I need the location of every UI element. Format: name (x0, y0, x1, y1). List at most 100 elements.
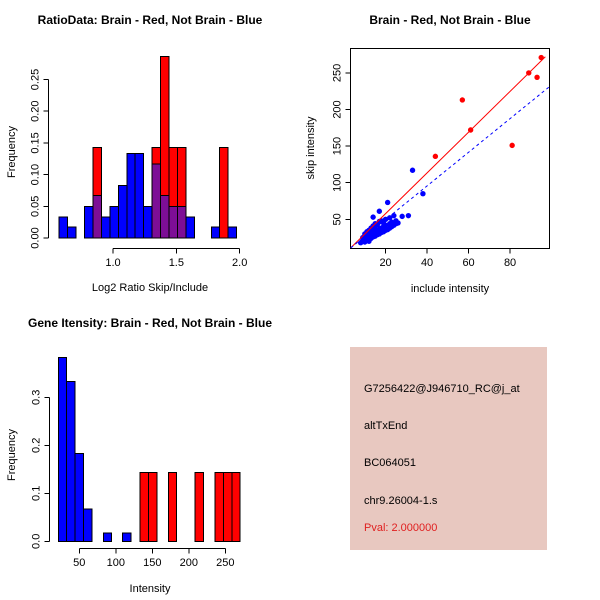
histogram-bar-brain (92, 146, 102, 197)
data-point-not-brain (370, 214, 376, 220)
data-point-brain (459, 97, 466, 103)
probe-id-text: G7256422@J946710_RC@j_at (364, 383, 520, 395)
histogram-bar-notbrain (143, 205, 153, 239)
histogram-bar-brain (231, 472, 241, 542)
y-tick-label: 0.3 (30, 390, 42, 405)
data-point-not-brain (405, 212, 412, 219)
y-tick-label: 50 (332, 213, 344, 225)
y-tick-label: 0.2 (30, 438, 42, 453)
data-point-brain (432, 153, 439, 160)
gene-intensity-histogram-panel: 0.0 0.1 0.2 0.3 50 100 150 200 250 Gene Itensity:… (6, 316, 272, 595)
histogram-bar-notbrain (185, 216, 195, 239)
x-axis-label: Log2 Ratio Skip/Include (92, 282, 208, 294)
histogram-bar-brain (194, 472, 204, 542)
x-tick-label: 150 (143, 557, 161, 569)
chart-title: RatioData: Brain - Red, Not Brain - Blue (38, 13, 263, 27)
x-tick-label: 40 (421, 257, 433, 269)
histogram-bar-brain (176, 146, 187, 207)
y-tick-label: 0.1 (30, 486, 42, 501)
x-tick-label: 2.0 (232, 257, 247, 269)
data-point-brain (534, 74, 540, 80)
y-tick-label: 100 (332, 174, 344, 192)
histogram-bar-notbrain (126, 153, 136, 239)
histogram-bar-overlap (160, 195, 170, 239)
histogram-bar-notbrain (67, 226, 77, 239)
y-tick-label: 0.00 (29, 227, 41, 248)
data-point-not-brain (384, 199, 391, 206)
histogram-bar-brain (219, 146, 229, 239)
histogram-bar-notbrain (102, 532, 113, 542)
x-tick-label: 1.0 (105, 257, 120, 269)
histogram-bar-notbrain (74, 452, 84, 542)
pval-text: Pval: 2.000000 (364, 522, 438, 534)
x-tick-label: 200 (180, 557, 198, 569)
data-point-not-brain (387, 215, 393, 221)
y-tick-label: 0.05 (29, 196, 41, 217)
histogram-bar-brain (160, 56, 170, 197)
locus-text: chr9.26004-1.s (364, 495, 438, 507)
x-axis-label: include intensity (411, 283, 490, 295)
histogram-bar-brain (222, 472, 233, 542)
y-tick-label: 0.10 (29, 164, 41, 185)
data-point-brain (509, 142, 515, 149)
x-tick-label: 250 (216, 557, 234, 569)
histogram-bar-notbrain (84, 205, 94, 239)
x-axis-label: Intensity (130, 583, 171, 595)
histogram-bar-brain (168, 146, 178, 207)
plot-box (350, 47, 550, 249)
y-tick-label: 0.20 (29, 100, 41, 121)
histogram-bar-notbrain (109, 205, 119, 239)
data-point-not-brain (376, 208, 383, 214)
data-point-not-brain (409, 167, 416, 173)
histogram-bar-notbrain (227, 226, 238, 239)
accession-text: BC064051 (364, 457, 416, 469)
x-tick-label: 20 (379, 257, 391, 269)
x-tick-label: 50 (73, 557, 85, 569)
histogram-bar-brain (214, 472, 224, 542)
histogram-bar-overlap (92, 195, 102, 239)
chart-title: Gene Itensity: Brain - Red, Not Brain - … (28, 316, 272, 330)
event-type-text: altTxEnd (364, 420, 408, 432)
histogram-bar-notbrain (210, 226, 221, 239)
data-point-not-brain (395, 220, 401, 226)
x-tick-label: 80 (504, 257, 516, 269)
regression-line-notbrain-fit (350, 86, 550, 249)
histogram-bar-overlap (151, 163, 162, 239)
intensity-scatter-panel: 20 40 60 80 50 100 150 200 250 Brain - Red, Not B… (305, 13, 550, 295)
info-panel: G7256422@J946710_RC@j_at altTxEnd BC0640… (300, 300, 600, 600)
chart-title: Brain - Red, Not Brain - Blue (369, 13, 531, 27)
y-tick-label: 0.15 (29, 132, 41, 153)
data-point-not-brain (391, 212, 397, 219)
histogram-bar-notbrain (57, 356, 68, 542)
y-tick-label: 0.25 (29, 69, 41, 90)
info-box: G7256422@J946710_RC@j_at altTxEnd BC0640… (350, 347, 547, 550)
y-axis-label: skip intensity (305, 116, 317, 179)
histogram-bar-notbrain (117, 184, 128, 239)
y-tick-label: 150 (332, 137, 344, 155)
ratio-histogram-panel: 0.00 0.05 0.10 0.15 0.20 0.25 1.0 1.5 2.0 RatioDa… (6, 13, 263, 294)
y-tick-label: 0.0 (30, 534, 42, 549)
histogram-bar-notbrain (122, 532, 132, 542)
histogram-bar-notbrain (82, 508, 93, 542)
histogram-bar-overlap (168, 205, 178, 239)
y-tick-label: 200 (332, 100, 344, 118)
y-axis-label: Frequency (6, 126, 18, 178)
regression-line-brain-fit (350, 56, 546, 249)
data-point-not-brain (399, 213, 405, 220)
y-tick-label: 250 (332, 64, 344, 82)
data-point-not-brain (420, 190, 426, 197)
histogram-bar-notbrain (100, 216, 111, 239)
x-tick-label: 60 (462, 257, 474, 269)
histogram-bar-brain (167, 472, 178, 542)
y-axis-label: Frequency (6, 429, 18, 481)
histogram-bar-notbrain (134, 153, 145, 239)
data-point-not-brain (382, 222, 389, 228)
histogram-bar-notbrain (66, 380, 76, 542)
histogram-bar-overlap (176, 205, 187, 239)
histogram-bar-notbrain (58, 216, 69, 239)
histogram-bar-brain (139, 472, 149, 542)
histogram-bar-brain (147, 472, 158, 542)
x-tick-label: 1.5 (169, 257, 184, 269)
histogram-bar-brain (151, 146, 162, 165)
x-tick-label: 100 (107, 557, 125, 569)
